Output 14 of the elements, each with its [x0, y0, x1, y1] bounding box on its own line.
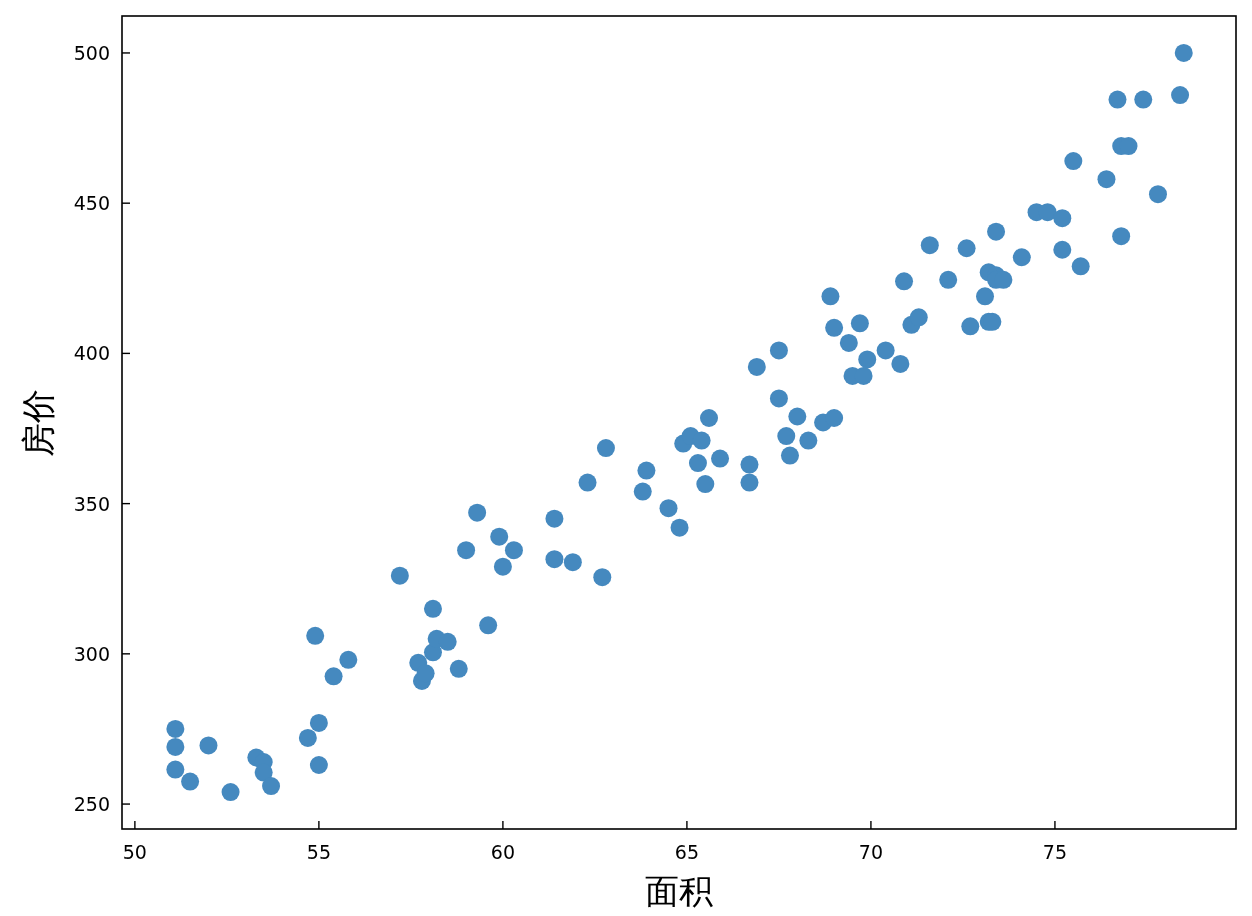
- x-tick-label: 60: [490, 841, 515, 863]
- x-tick-label: 75: [1042, 841, 1068, 863]
- y-tick-label: 450: [73, 192, 110, 215]
- x-tick-label: 55: [306, 841, 331, 863]
- x-tick-label: 50: [122, 841, 147, 863]
- y-tick-label: 500: [73, 41, 110, 64]
- y-axis-title: 房价: [18, 388, 58, 457]
- y-tick-label: 400: [73, 342, 110, 365]
- y-tick-label: 300: [73, 642, 110, 665]
- y-tick-label: 250: [73, 793, 110, 816]
- x-tick-label: 70: [858, 841, 884, 863]
- y-tick-label: 350: [73, 492, 110, 515]
- x-tick-label: 65: [674, 841, 700, 863]
- x-axis-title: 面积: [645, 871, 713, 911]
